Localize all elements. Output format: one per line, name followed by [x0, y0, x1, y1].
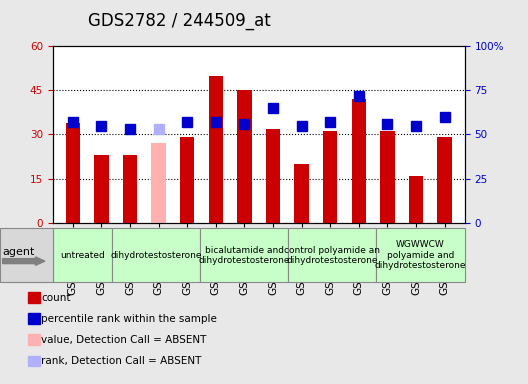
Bar: [352, 99, 366, 223]
Bar: [438, 137, 452, 223]
Text: GDS2782 / 244509_at: GDS2782 / 244509_at: [88, 12, 271, 30]
Text: bicalutamide and
dihydrotestosterone: bicalutamide and dihydrotestosterone: [198, 246, 290, 265]
Bar: [95, 155, 109, 223]
Text: agent: agent: [3, 247, 35, 257]
Bar: [65, 122, 80, 223]
Bar: [380, 131, 394, 223]
Bar: [237, 90, 251, 223]
Bar: [409, 175, 423, 223]
Text: percentile rank within the sample: percentile rank within the sample: [41, 314, 217, 324]
Text: WGWWCW
polyamide and
dihydrotestosterone: WGWWCW polyamide and dihydrotestosterone: [375, 240, 466, 270]
Text: untreated: untreated: [60, 251, 105, 260]
Bar: [323, 131, 337, 223]
Bar: [209, 76, 223, 223]
Text: dihydrotestosterone: dihydrotestosterone: [110, 251, 202, 260]
Bar: [180, 137, 194, 223]
Text: rank, Detection Call = ABSENT: rank, Detection Call = ABSENT: [41, 356, 202, 366]
Bar: [266, 129, 280, 223]
Text: control polyamide an
dihydrotestosterone: control polyamide an dihydrotestosterone: [284, 246, 380, 265]
Text: count: count: [41, 293, 71, 303]
Text: value, Detection Call = ABSENT: value, Detection Call = ABSENT: [41, 335, 206, 345]
Bar: [152, 143, 166, 223]
Bar: [123, 155, 137, 223]
Bar: [295, 164, 309, 223]
